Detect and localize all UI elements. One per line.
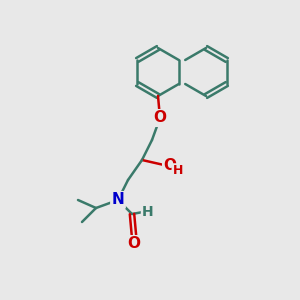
Text: H: H [173,164,183,178]
Text: O: O [154,110,166,125]
Text: O: O [128,236,140,251]
Text: O: O [164,158,176,172]
Text: N: N [112,193,124,208]
Text: H: H [142,205,154,219]
